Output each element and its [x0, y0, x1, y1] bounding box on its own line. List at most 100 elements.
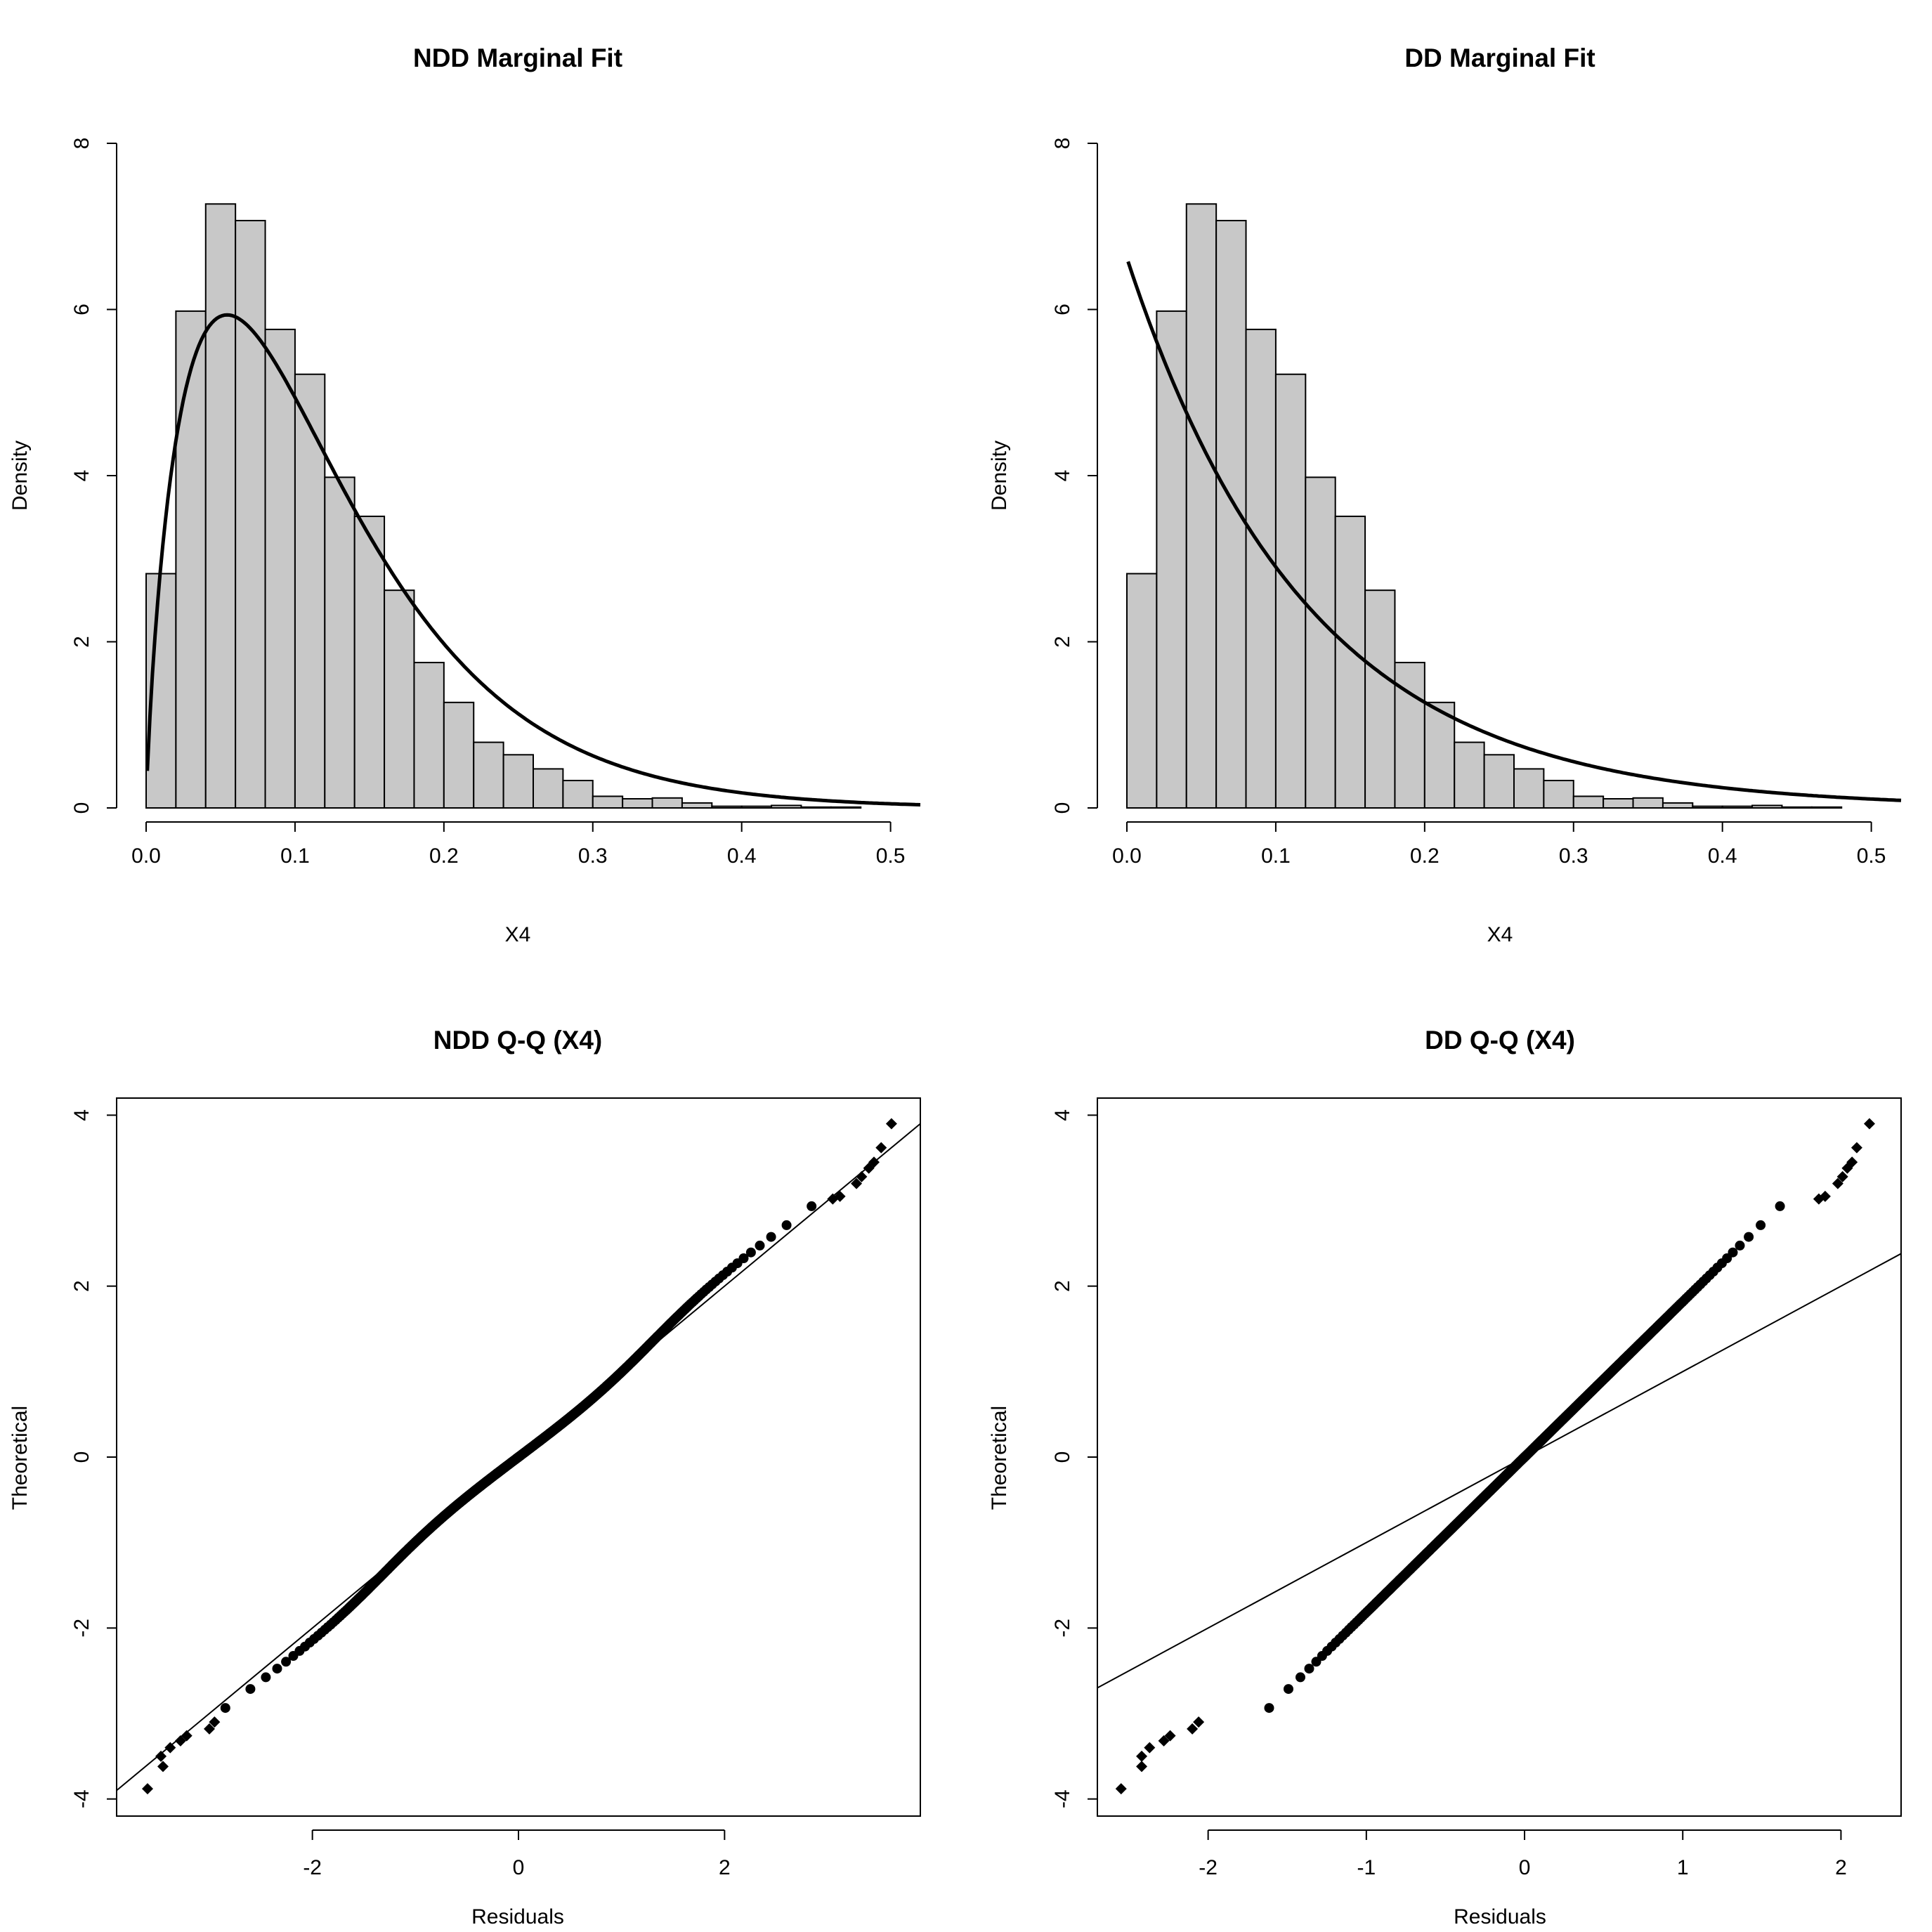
histogram-bar	[413, 662, 445, 809]
histogram-bar	[443, 701, 475, 809]
histogram-bar	[562, 779, 594, 809]
histogram-bar	[1245, 328, 1277, 809]
x-tick-label: 0.3	[1559, 844, 1588, 868]
histogram-bar	[1513, 768, 1545, 809]
qq-point	[1775, 1201, 1785, 1211]
histogram-bar	[502, 754, 534, 809]
x-axis: 0.0 0.1 0.2 0.3 0.4 0.5	[1112, 821, 1886, 868]
x-tick-label: 0.2	[1410, 844, 1440, 868]
histogram-bar	[204, 203, 237, 809]
x-tick-label: 2	[719, 1856, 731, 1879]
histogram-bar	[235, 219, 266, 809]
histogram-bar	[1810, 806, 1843, 809]
histogram-bar	[264, 328, 296, 809]
histogram-bar	[681, 802, 713, 809]
qq-point	[1836, 1170, 1848, 1182]
x-tick-label: 0.2	[429, 844, 459, 868]
y-tick-label: 2	[1051, 636, 1074, 648]
x-axis: 0.0 0.1 0.2 0.3 0.4 0.5	[131, 821, 906, 868]
qq-point	[157, 1761, 169, 1773]
histogram-bar	[651, 797, 683, 809]
chart-title: DD Q-Q (X4)	[1425, 1026, 1575, 1055]
qq-point	[885, 1118, 897, 1130]
histogram-bar	[1364, 589, 1396, 809]
histogram-bar	[1423, 701, 1456, 809]
y-tick-label: 8	[70, 138, 93, 150]
qq-point	[272, 1664, 282, 1674]
x-tick-label: 0.5	[876, 844, 906, 868]
qq-point	[281, 1657, 292, 1667]
histogram-bar	[830, 806, 862, 809]
qq-point	[1832, 1177, 1843, 1189]
qq-point	[1841, 1162, 1853, 1174]
qq-point	[1115, 1783, 1127, 1795]
x-axis-label: Residuals	[1454, 1905, 1546, 1928]
x-tick-label: -1	[1357, 1856, 1376, 1879]
qq-point	[875, 1142, 887, 1154]
panel-ndd-marginal-fit: NDD Marginal Fit X4 Density 0.0 0.1 0.2 0.3…	[8, 44, 921, 946]
y-axis: 0 2 4 6 8	[70, 138, 117, 814]
qq-point	[807, 1201, 817, 1211]
qq-point	[1304, 1664, 1314, 1674]
qq-point	[1295, 1672, 1305, 1683]
x-tick-label: 0.1	[1261, 844, 1291, 868]
fit-curve	[145, 313, 921, 807]
chart-title: NDD Q-Q (X4)	[433, 1026, 603, 1055]
histogram-bar	[1305, 476, 1336, 809]
qq-point	[755, 1240, 765, 1251]
qq-point	[1756, 1220, 1766, 1230]
y-tick-label: 2	[1051, 1280, 1074, 1292]
histogram-bar	[1156, 310, 1187, 809]
y-axis-label: Density	[8, 440, 32, 511]
qq-point	[1136, 1761, 1148, 1773]
histogram-bars	[1126, 203, 1843, 809]
qq-point	[1264, 1703, 1274, 1714]
y-tick-label: 2	[70, 636, 93, 648]
x-tick-label: 0.4	[727, 844, 757, 868]
histogram-bar	[771, 804, 802, 809]
y-axis: -4 -2 0 2 4	[1051, 1109, 1097, 1808]
y-tick-label: 4	[1051, 470, 1074, 482]
histogram-bar	[1543, 779, 1574, 809]
qq-point	[1284, 1684, 1293, 1695]
x-tick-label: 0.1	[280, 844, 310, 868]
x-tick-label: -2	[303, 1856, 322, 1879]
histogram-bar	[384, 589, 415, 809]
histogram-bar	[533, 768, 564, 809]
histogram-bar	[1603, 797, 1634, 809]
qq-point	[1164, 1730, 1176, 1742]
qq-point	[1813, 1193, 1825, 1205]
y-tick-label: 2	[70, 1280, 93, 1292]
x-tick-label: 0	[513, 1856, 525, 1879]
reference-line	[1097, 1253, 1902, 1689]
histogram-bar	[1781, 806, 1813, 809]
x-axis-label: X4	[505, 923, 531, 946]
qq-point	[851, 1177, 863, 1189]
y-tick-label: 0	[1051, 1451, 1074, 1463]
y-axis-label: Theoretical	[8, 1406, 32, 1510]
qq-point	[1187, 1723, 1199, 1735]
histogram-bar	[353, 515, 386, 809]
qq-point	[209, 1716, 221, 1728]
x-tick-label: 2	[1835, 1856, 1847, 1879]
qq-points	[1115, 1118, 1875, 1795]
qq-point	[1193, 1716, 1205, 1728]
x-tick-label: -2	[1199, 1856, 1218, 1879]
histogram-bar	[473, 741, 504, 809]
histogram-bar	[1274, 373, 1307, 809]
chart-title: DD Marginal Fit	[1404, 44, 1595, 72]
y-tick-label: 8	[1051, 138, 1074, 150]
histogram-bar	[711, 805, 743, 809]
histogram-bar	[622, 797, 653, 809]
y-tick-label: -4	[70, 1789, 93, 1808]
qq-point	[181, 1730, 192, 1742]
y-tick-label: 4	[1051, 1109, 1074, 1121]
histogram-bar	[1721, 805, 1754, 809]
y-tick-label: 6	[70, 303, 93, 315]
qq-point	[827, 1193, 839, 1205]
y-tick-label: -2	[70, 1619, 93, 1638]
qq-point	[856, 1170, 868, 1182]
panel-dd-marginal-fit: DD Marginal Fit X4 Density 0.0 0.1 0.2 0.3 0…	[988, 44, 1902, 946]
x-tick-label: 0.4	[1708, 844, 1737, 868]
qq-point	[155, 1750, 167, 1762]
